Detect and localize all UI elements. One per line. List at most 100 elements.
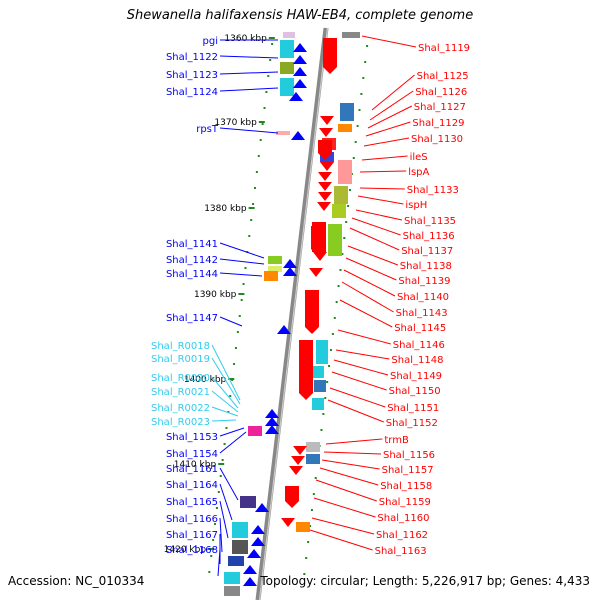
left-gene-label: Shal_1153 [166,432,218,443]
leader-line [331,371,387,391]
leader-line [339,299,393,328]
left-gene-label: Shal_1141 [166,239,218,250]
right-gene-label: Shal_1151 [387,403,439,414]
leader-line [217,548,221,577]
gene-block [314,380,326,392]
scale-label: 1400 kbp [184,375,227,385]
forward-strand-arrow [293,446,307,455]
accession-label: Accession: NC_010334 [8,574,145,588]
left-gene-label: Shal_1164 [166,480,218,491]
forward-strand-arrow [319,128,333,137]
right-gene-label: Shal_1148 [391,355,443,366]
right-gene-label: Shal_1126 [415,87,467,98]
right-gene-label: Shal_1129 [412,118,464,129]
leader-line [365,121,411,137]
reverse-strand-arrow [265,425,279,434]
left-gene-label: Shal_R0020 [151,373,210,384]
forward-strand-gene [285,486,299,508]
right-gene-label: Shal_1136 [403,231,455,242]
forward-strand-gene [299,340,313,400]
leader-line [341,281,394,313]
leader-line [327,399,384,423]
right-gene-label: Shal_1158 [380,481,432,492]
leader-line [325,438,383,445]
reverse-strand-arrow [251,537,265,546]
leader-line [347,245,398,266]
right-gene-label: Shal_1157 [382,465,434,476]
left-gene-label: Shal_1166 [166,514,218,525]
gene-block [276,131,290,135]
left-leader-lines [211,39,279,577]
scale-label: 1360 kbp [224,34,267,44]
reverse-strand-arrow [247,549,261,558]
reverse-strand-arrow [293,67,307,76]
left-gene-label: Shal_1154 [166,449,218,460]
forward-strand-arrow [317,202,331,211]
leader-line [219,427,245,437]
left-gene-label: Shal_R0019 [151,354,210,365]
leader-line [333,359,389,376]
reverse-strand-arrow [283,259,297,268]
leader-line [337,329,391,345]
gene-block [280,40,294,58]
right-gene-label: lspA [408,167,429,178]
left-gene-label: Shal_1142 [166,255,218,266]
forward-strand-arrow [309,268,323,277]
left-gene-labels: pgi Shal_1122 Shal_1123 Shal_1124 rpsT Shal_1… [151,36,219,556]
leader-line [219,87,279,92]
leader-line [219,272,263,277]
leader-line [219,258,265,265]
right-gene-label: Shal_1146 [393,340,445,351]
leader-line [355,209,403,221]
gene-block [224,572,240,584]
leader-line [313,497,376,518]
right-gene-label: Shal_1127 [414,102,466,113]
left-gene-label: Shal_1161 [166,464,218,475]
forward-strand-arrow [291,456,305,465]
forward-strand-gene [305,290,319,334]
reverse-strand-arrow [243,565,257,574]
leader-line [363,137,410,147]
leader-line [359,187,405,190]
leader-line [321,459,380,470]
forward-strand-arrow [320,162,334,171]
gene-block [306,454,320,464]
reverse-strand-arrow [293,43,307,52]
leader-line [323,451,382,455]
left-gene-label: Shal_1123 [166,70,218,81]
right-gene-label: Shal_1143 [396,308,448,319]
gene-block [340,103,354,121]
gene-block [283,32,295,38]
scale-label: 1380 kbp [204,204,247,214]
leader-line [319,467,379,486]
gene-block [268,266,282,272]
leader-line [315,479,377,502]
gene-block [312,398,324,410]
left-gene-label: pgi [203,36,218,47]
left-gene-label: Shal_1147 [166,313,218,324]
reverse-strand-arrow [291,131,305,140]
gene-block [232,522,248,538]
scale-label: 1420 kbp [164,545,207,555]
leader-line [335,349,390,360]
right-gene-label: Shal_1140 [397,292,449,303]
leader-line [309,529,373,551]
leader-line [219,316,243,327]
left-gene-label: Shal_1167 [166,530,218,541]
leader-line [211,376,239,409]
right-gene-label: Shal_1133 [407,185,459,196]
right-gene-label: Shal_1138 [400,261,452,272]
left-gene-label: rpsT [196,124,219,135]
leader-line [219,517,223,553]
right-gene-label: Shal_1119 [418,43,470,54]
leader-line [211,390,239,413]
right-gene-label: Shal_1135 [404,216,456,227]
gene-block [248,426,262,436]
forward-strand-arrow [318,182,332,191]
reverse-strand-arrow [293,55,307,64]
reverse-strand-arrow [251,525,265,534]
right-gene-label: ispH [405,200,427,211]
reverse-strand-arrow [277,325,291,334]
